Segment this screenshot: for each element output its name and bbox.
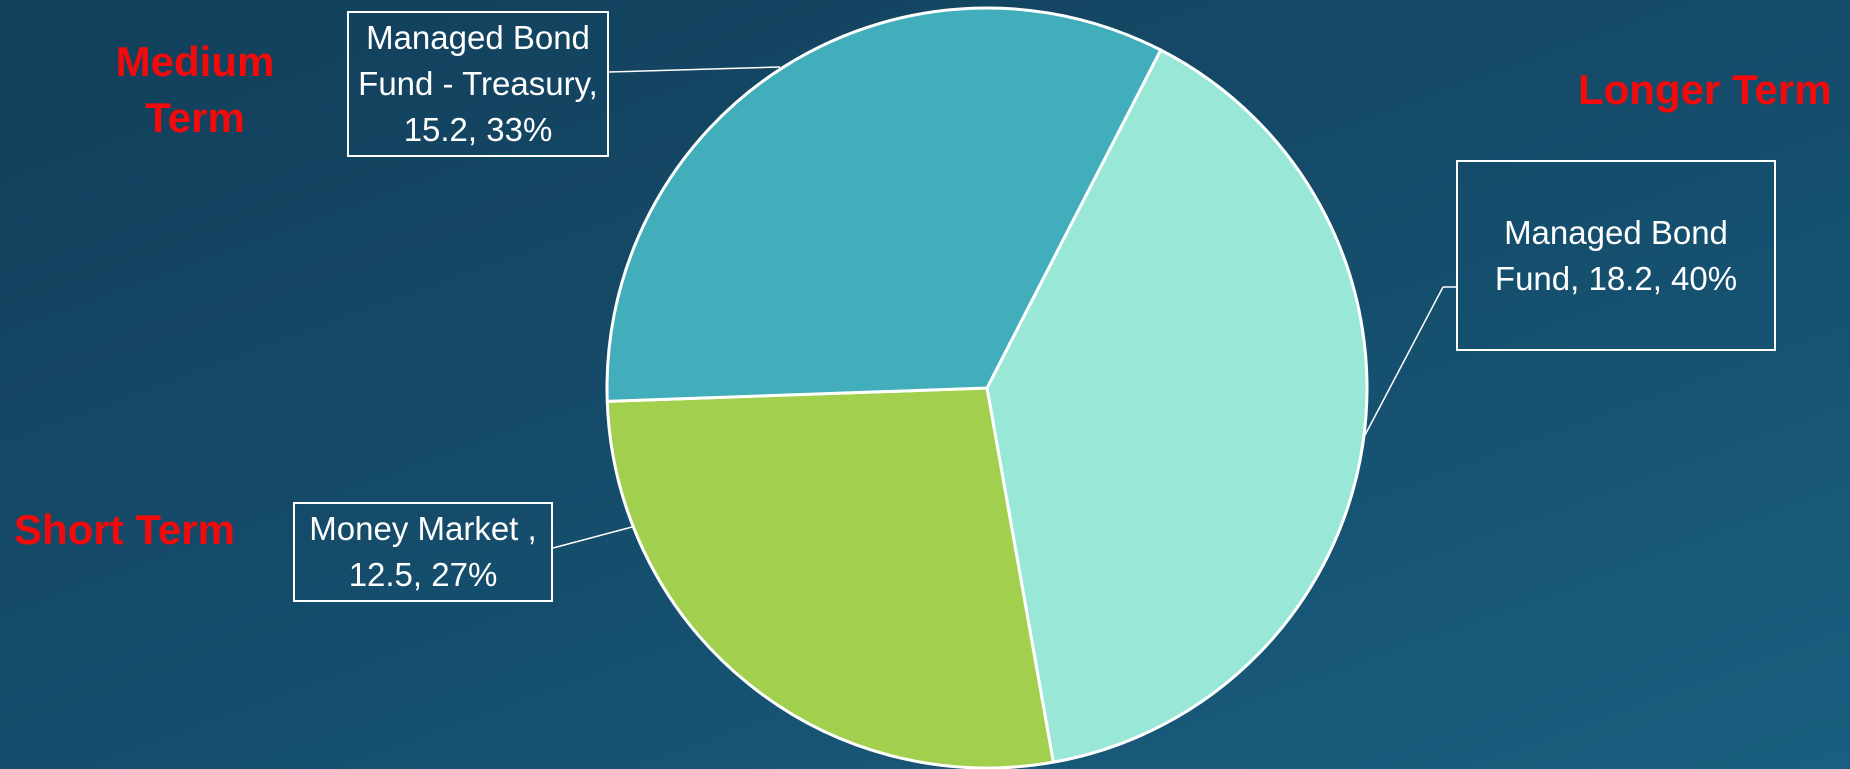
leader-line-money — [552, 526, 633, 549]
pie-slices — [605, 6, 1369, 769]
longer-term-annotation: Longer Term — [1578, 66, 1832, 113]
data-label-treasury-text: Managed Bond Fund - Treasury, 15.2, 33% — [358, 19, 598, 148]
data-label-managed-bond-fund-text: Managed Bond Fund, 18.2, 40% — [1494, 213, 1738, 297]
pie-slice-1 — [605, 386, 1055, 769]
data-label-money-market-text: Money Market , 12.5, 27% — [309, 510, 537, 593]
data-label-treasury: Managed Bond Fund - Treasury, 15.2, 33% — [347, 11, 609, 157]
leader-lines — [552, 66, 1456, 549]
leader-line-treasury — [608, 66, 781, 73]
pie-slice-0 — [985, 48, 1369, 764]
data-label-money-market: Money Market , 12.5, 27% — [293, 502, 553, 602]
short-term-annotation: Short Term — [14, 506, 235, 553]
pie-slice-2 — [605, 6, 1163, 403]
medium-term-annotation: Medium Term — [115, 38, 275, 141]
leader-line-managed-diag — [1363, 286, 1444, 438]
data-label-managed-bond-fund: Managed Bond Fund, 18.2, 40% — [1456, 160, 1776, 351]
